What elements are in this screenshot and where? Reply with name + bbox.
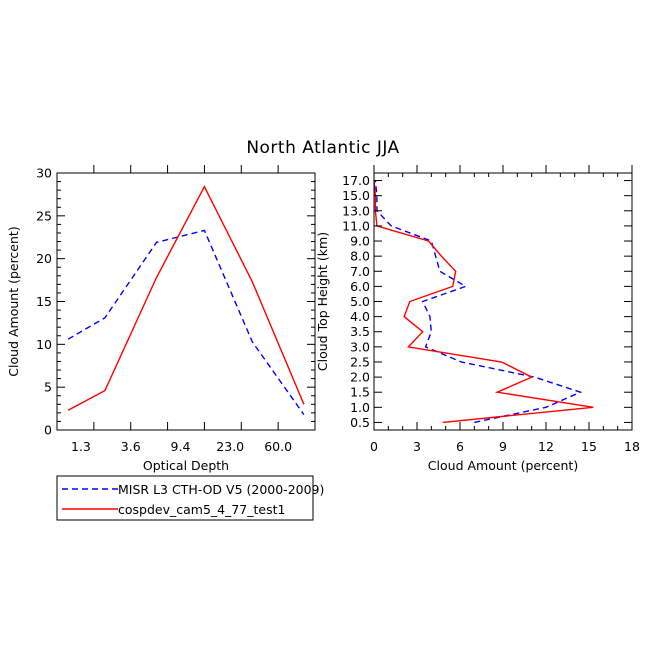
right-xtick-label: 0 <box>370 439 378 454</box>
left-x-axis-label: Optical Depth <box>143 458 229 473</box>
right-ytick-label: 6.0 <box>350 279 370 294</box>
right-ytick-label: 5.0 <box>350 294 370 309</box>
right-xtick-label: 6 <box>456 439 464 454</box>
right-ytick-label: 7.0 <box>350 264 370 279</box>
series-line-right-0 <box>374 180 583 424</box>
right-ytick-label: 3.5 <box>350 324 370 339</box>
right-ytick-label: 3.0 <box>350 339 370 354</box>
right-ytick-label: 1.5 <box>350 385 370 400</box>
right-plot-frame <box>373 172 633 431</box>
left-ytick-label: 15 <box>36 294 52 309</box>
right-y-axis-label: Cloud Top Height (km) <box>315 232 330 371</box>
left-xtick-label: 3.6 <box>121 439 141 454</box>
series-line-left-1 <box>67 185 305 411</box>
left-ytick-label: 0 <box>44 423 52 438</box>
right-ytick-label: 8.0 <box>350 249 370 264</box>
series-line-right-1 <box>373 180 594 424</box>
right-ytick-label: 2.5 <box>350 354 370 369</box>
left-xtick-label: 1.3 <box>71 439 91 454</box>
left-plot-frame <box>56 172 316 431</box>
right-ytick-label: 17.0 <box>342 173 370 188</box>
right-chart-cloud-top-height: 0 3 6 9 12 15 18 0.51.01.52.02.53.03.54.05.06.0… <box>315 165 640 473</box>
left-xtick-label: 60.0 <box>264 439 292 454</box>
right-ytick-label: 1.0 <box>350 400 370 415</box>
right-ytick-label: 9.0 <box>350 234 370 249</box>
right-x-axis-label: Cloud Amount (percent) <box>428 458 578 473</box>
right-xtick-label: 12 <box>538 439 554 454</box>
left-ytick-label: 25 <box>36 208 52 223</box>
legend-box <box>56 475 314 521</box>
left-xtick-label: 9.4 <box>171 439 191 454</box>
legend-label-cosp: cospdev_cam5_4_77_test1 <box>118 502 285 517</box>
right-ytick-label: 4.0 <box>350 309 370 324</box>
series-line-left-0 <box>67 229 305 416</box>
right-ytick-label: 2.0 <box>350 370 370 385</box>
right-xtick-label: 9 <box>499 439 507 454</box>
right-xtick-label: 18 <box>624 439 640 454</box>
right-xtick-label: 15 <box>581 439 597 454</box>
right-xtick-label: 3 <box>413 439 421 454</box>
left-y-axis-label: Cloud Amount (percent) <box>6 226 21 376</box>
right-ytick-label: 15.0 <box>342 188 370 203</box>
right-ytick-label: 13.0 <box>342 203 370 218</box>
left-ytick-label: 10 <box>36 337 52 352</box>
right-ytick-label: 11.0 <box>342 218 370 233</box>
left-ytick-label: 5 <box>44 380 52 395</box>
left-ytick-label: 30 <box>36 166 52 181</box>
left-chart-optical-depth: 0 5 10 15 20 25 30 1.3 3.6 9.4 23.0 60.0 Optical Dep… <box>6 165 316 473</box>
legend-label-misr: MISR L3 CTH-OD V5 (2000-2009) <box>118 482 324 497</box>
figure-title: North Atlantic JJA <box>246 138 399 158</box>
left-ytick-label: 20 <box>36 251 52 266</box>
left-xtick-label: 23.0 <box>216 439 244 454</box>
legend: MISR L3 CTH-OD V5 (2000-2009) cospdev_ca… <box>56 475 324 521</box>
right-ytick-label: 0.5 <box>350 415 370 430</box>
